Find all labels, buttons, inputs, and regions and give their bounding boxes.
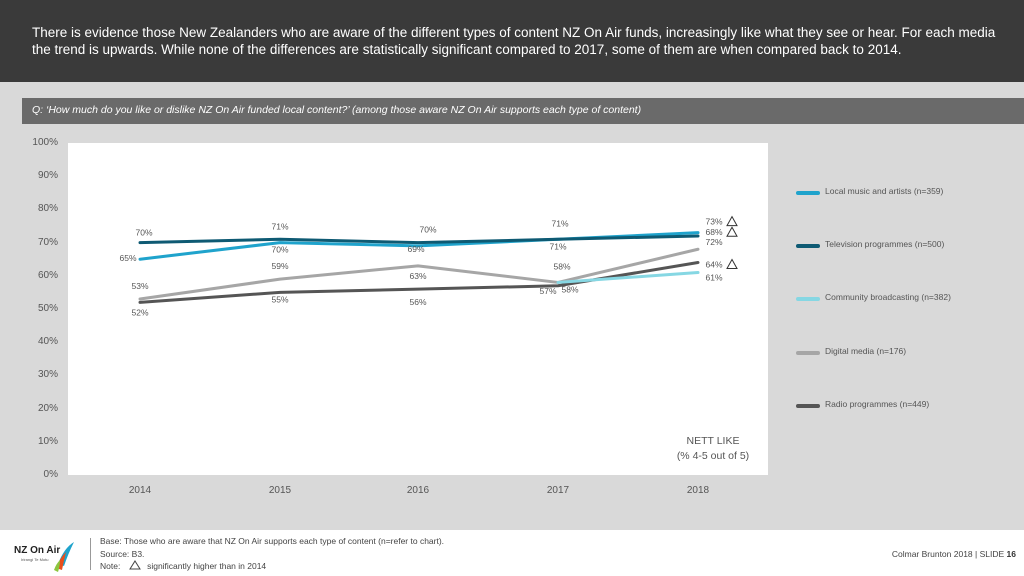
- y-tick-label: 90%: [37, 170, 58, 182]
- y-tick-label: 0%: [43, 469, 58, 480]
- footer: [0, 530, 1024, 576]
- x-tick-label: 2018: [686, 485, 710, 496]
- x-tick-label: 2015: [268, 485, 292, 496]
- nett-like-label: NETT LIKE: [686, 435, 740, 447]
- logo-text: NZ On Air: [14, 545, 60, 556]
- nz-on-air-logo: NZ On Air Irirangi Te Motu: [14, 542, 74, 572]
- header-banner: There is evidence those New Zealanders w…: [0, 0, 1024, 82]
- data-label: 64%: [705, 260, 722, 270]
- significance-triangle-icon: [726, 226, 738, 237]
- series-line-1: [138, 234, 700, 245]
- y-tick-label: 30%: [37, 369, 58, 381]
- data-label: 56%: [409, 297, 426, 307]
- y-tick-label: 20%: [37, 402, 58, 414]
- data-label: 61%: [705, 272, 722, 282]
- data-label: 70%: [271, 245, 288, 255]
- legend-swatch-radio: [796, 404, 820, 408]
- data-label: 73%: [705, 217, 722, 227]
- note-text: significantly higher than in 2014: [147, 561, 267, 571]
- data-label: 70%: [135, 228, 152, 238]
- data-label: 71%: [551, 218, 568, 228]
- x-tick-label: 2017: [546, 485, 570, 496]
- legend-label-local-music: Local music and artists (n=359): [825, 186, 944, 196]
- triangle-icon: [128, 560, 141, 570]
- series-line-2: [556, 270, 700, 284]
- plot-area: [68, 143, 768, 475]
- data-label: 57%: [539, 286, 556, 296]
- footer-notes: Base: Those who are aware that NZ On Air…: [100, 535, 444, 573]
- data-label: 71%: [549, 241, 566, 251]
- series-line-3: [138, 247, 700, 301]
- x-tick-label: 2016: [406, 485, 430, 496]
- question-bar: Q: ‘How much do you like or dislike NZ O…: [22, 98, 1024, 124]
- significance-triangle-icon: [726, 215, 738, 227]
- y-tick-label: 70%: [37, 236, 58, 248]
- legend-swatch-community: [796, 297, 820, 301]
- data-label: 68%: [705, 227, 722, 237]
- y-tick-label: 10%: [37, 435, 58, 447]
- y-tick-label: 40%: [37, 336, 58, 348]
- data-label: 59%: [271, 261, 288, 271]
- data-label: 53%: [131, 281, 148, 291]
- legend-label-digital: Digital media (n=176): [825, 346, 907, 356]
- y-tick-label: 60%: [37, 269, 58, 281]
- legend-swatch-digital: [796, 351, 820, 355]
- y-tick-label: 50%: [37, 303, 58, 314]
- data-label: 72%: [705, 237, 722, 247]
- significance-note: Note: significantly higher than in 2014: [100, 560, 444, 573]
- nett-like-sublabel: (% 4-5 out of 5): [676, 450, 750, 462]
- data-label: 70%: [419, 225, 436, 235]
- slide-number: 16: [1006, 549, 1016, 559]
- question-text: Q: ‘How much do you like or dislike NZ O…: [32, 104, 642, 116]
- data-label: 58%: [561, 284, 578, 294]
- data-label: 65%: [119, 253, 136, 263]
- data-label: 63%: [409, 271, 426, 281]
- source-note: Source: B3.: [100, 548, 145, 559]
- base-note: Base: Those who are aware that NZ On Air…: [100, 536, 445, 546]
- legend-label-television: Television programmes (n=500): [825, 239, 945, 249]
- logo-subtext: Irirangi Te Motu: [21, 557, 49, 562]
- footer-divider: [90, 538, 91, 570]
- note-prefix: Note:: [100, 561, 121, 571]
- y-tick-label: 100%: [32, 137, 58, 148]
- data-label: 69%: [407, 244, 424, 254]
- data-label: 71%: [271, 221, 288, 231]
- legend-label-community: Community broadcasting (n=382): [825, 292, 951, 302]
- credit-text: Colmar Brunton 2018 | SLIDE: [891, 549, 1005, 559]
- data-label: 58%: [553, 261, 570, 271]
- legend-swatch-television: [796, 244, 820, 248]
- data-label: 52%: [131, 307, 148, 317]
- nett-like-annotation: NETT LIKE (% 4-5 out of 5): [668, 434, 758, 464]
- y-tick-label: 80%: [37, 203, 58, 215]
- legend-swatch-local-music: [796, 191, 820, 195]
- data-label: 55%: [271, 294, 288, 304]
- x-tick-label: 2014: [128, 485, 152, 496]
- significance-triangle-icon: [726, 258, 738, 270]
- credit: Colmar Brunton 2018 | SLIDE 16: [892, 549, 1016, 559]
- header-text: There is evidence those New Zealanders w…: [32, 25, 996, 57]
- legend-label-radio: Radio programmes (n=449): [825, 399, 930, 409]
- logo-swoosh-green: [54, 560, 60, 572]
